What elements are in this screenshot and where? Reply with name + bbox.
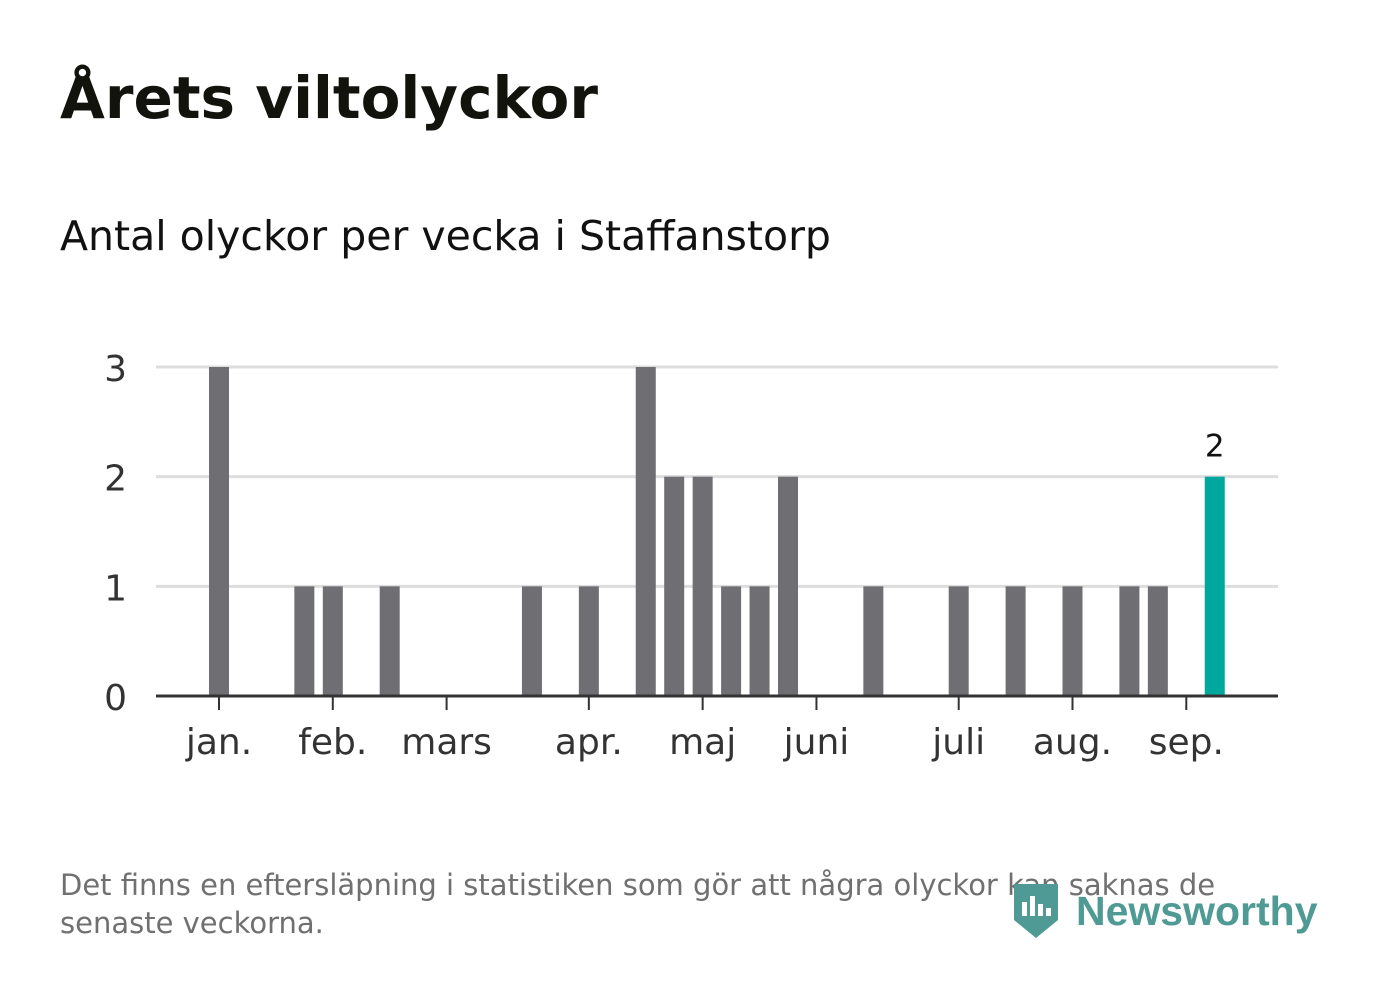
bar xyxy=(379,586,400,696)
y-tick-label: 2 xyxy=(104,459,127,500)
y-tick-label: 1 xyxy=(104,568,127,609)
data-label: 2 xyxy=(1205,429,1225,465)
bar xyxy=(749,586,770,696)
bar xyxy=(294,586,315,696)
x-tick-label: apr. xyxy=(555,722,623,763)
x-tick-label: jan. xyxy=(185,722,252,763)
chart-title: Årets viltolyckor xyxy=(60,64,598,132)
x-tick-label: juli xyxy=(931,722,985,763)
bar xyxy=(721,586,742,696)
x-tick-label: sep. xyxy=(1149,722,1224,763)
bar xyxy=(1119,586,1140,696)
y-tick-label: 3 xyxy=(104,349,127,390)
y-tick-label: 0 xyxy=(104,678,127,719)
bar-highlight xyxy=(1204,476,1225,696)
bar xyxy=(948,586,969,696)
bar xyxy=(635,367,656,696)
newsworthy-logo[interactable]: Newsworthy xyxy=(1010,878,1318,944)
bar xyxy=(692,476,713,696)
chart-subtitle: Antal olyckor per vecka i Staffanstorp xyxy=(60,212,831,260)
bar xyxy=(209,367,229,696)
x-tick-label: aug. xyxy=(1033,722,1112,763)
bar xyxy=(521,586,542,696)
x-tick-label: maj xyxy=(669,722,736,763)
bar xyxy=(1062,586,1083,696)
x-tick-label: juni xyxy=(783,722,850,763)
x-tick-label: mars xyxy=(401,722,492,763)
logo-text: Newsworthy xyxy=(1076,887,1318,934)
newsworthy-logo-icon xyxy=(1014,884,1058,938)
bar xyxy=(664,476,685,696)
bar xyxy=(863,586,884,696)
bar xyxy=(1147,586,1168,696)
x-tick-label: feb. xyxy=(298,722,367,763)
bar xyxy=(578,586,599,696)
bar xyxy=(1005,586,1026,696)
bar xyxy=(322,586,343,696)
bar xyxy=(778,476,798,696)
